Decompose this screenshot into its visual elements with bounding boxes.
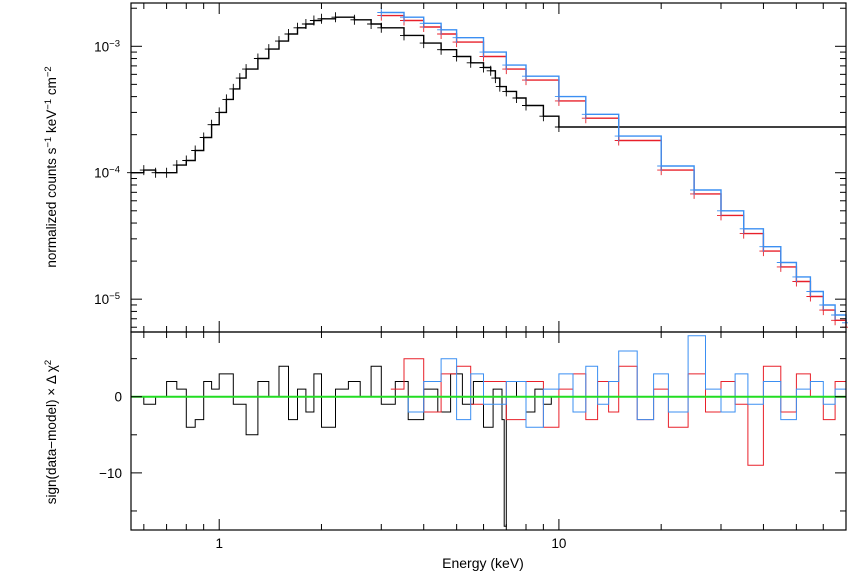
data-point-black	[222, 94, 231, 105]
data-point-black	[491, 73, 500, 84]
data-point-black	[554, 122, 563, 132]
data-point-blue	[739, 223, 748, 234]
data-point-blue	[819, 300, 828, 310]
data-point-black	[253, 53, 262, 64]
residual-ytick-labels: 0 −10	[99, 390, 122, 481]
residual-line-blue	[390, 335, 847, 428]
data-point-blue	[554, 91, 563, 102]
data-point-black	[309, 15, 318, 26]
data-point-black	[377, 22, 386, 33]
data-point-black	[522, 100, 530, 111]
x-axis-label: Energy (keV)	[442, 555, 524, 571]
data-point-black	[284, 29, 293, 39]
data-point-black	[331, 12, 340, 23]
data-point-black	[151, 167, 160, 178]
data-point-black	[466, 57, 475, 68]
data-point-black	[419, 38, 428, 49]
data-point-blue	[842, 317, 848, 328]
data-point-blue	[614, 131, 623, 142]
spectrum-ytick-labels: 10−3 10−4 10−5	[94, 38, 120, 307]
data-point-black	[452, 51, 461, 62]
y-tick-label: −10	[99, 466, 122, 481]
data-point-black	[139, 165, 148, 176]
residual-series-group	[131, 335, 847, 527]
data-point-black	[301, 19, 310, 29]
data-point-blue	[759, 241, 768, 252]
data-point-blue	[776, 257, 785, 268]
x-tick-label: 10	[551, 536, 566, 551]
data-point-black	[191, 145, 200, 156]
data-point-black	[242, 64, 251, 75]
data-point-blue	[657, 161, 666, 171]
data-point-blue	[522, 71, 530, 82]
model-line-black	[131, 16, 846, 174]
data-point-black	[486, 65, 495, 76]
data-point-blue	[437, 24, 446, 35]
data-point-black	[400, 30, 408, 41]
data-point-black	[317, 13, 326, 24]
spectrum-ticks	[131, 3, 847, 332]
residual-frame	[130, 331, 847, 531]
spectrum-y-axis-label: normalized counts s−1 keV−1 cm−2	[43, 66, 60, 267]
data-point-blue	[452, 32, 461, 43]
data-point-blue	[479, 47, 488, 58]
data-point-black	[437, 44, 446, 55]
residual-ticks	[131, 332, 847, 530]
data-point-black	[479, 62, 488, 73]
data-point-blue	[792, 271, 801, 282]
spectrum-panel: 10−3 10−4 10−5 normalized counts s−1 keV−1…	[43, 2, 848, 333]
data-point-blue	[806, 286, 815, 297]
data-point-blue	[419, 18, 428, 29]
data-point-black	[235, 73, 244, 84]
data-point-black	[350, 14, 359, 25]
data-point-black	[229, 83, 238, 94]
data-point-blue	[502, 60, 511, 71]
data-point-blue	[581, 109, 590, 120]
y-tick-label: 10−4	[94, 164, 120, 181]
data-point-black	[215, 107, 224, 118]
data-point-black	[199, 132, 208, 143]
y-tick-label: 0	[114, 390, 122, 405]
x-tick-label: 1	[215, 536, 223, 551]
model-line-red	[381, 14, 847, 328]
y-tick-label: 10−3	[94, 38, 120, 55]
residual-y-axis-label: sign(data−model) × Δ χ2	[43, 360, 60, 504]
data-point-black	[207, 119, 216, 130]
y-tick-label: 10−5	[94, 291, 120, 308]
data-point-black	[275, 36, 283, 47]
data-point-blue	[377, 7, 386, 18]
residual-xtick-labels: 1 10	[215, 536, 566, 551]
data-point-black	[172, 160, 181, 171]
data-point-blue	[717, 205, 725, 216]
data-point-blue	[831, 310, 840, 320]
data-point-black	[539, 111, 548, 122]
data-point-black	[367, 19, 376, 29]
residual-line-black	[131, 365, 846, 527]
data-point-black	[293, 22, 302, 33]
data-point-blue	[400, 12, 408, 23]
data-point-black	[512, 93, 521, 103]
model-line-blue	[381, 11, 847, 323]
residual-panel: 0 −10 1 10 sign(data−model) × Δ χ2 Energy …	[43, 331, 847, 571]
data-point-black	[502, 86, 511, 97]
data-point-black	[264, 44, 273, 55]
spectrum-series-group	[127, 7, 848, 333]
data-point-black	[495, 81, 504, 92]
data-point-blue	[690, 185, 699, 195]
data-point-black	[182, 155, 191, 166]
data-point-black	[162, 167, 171, 178]
